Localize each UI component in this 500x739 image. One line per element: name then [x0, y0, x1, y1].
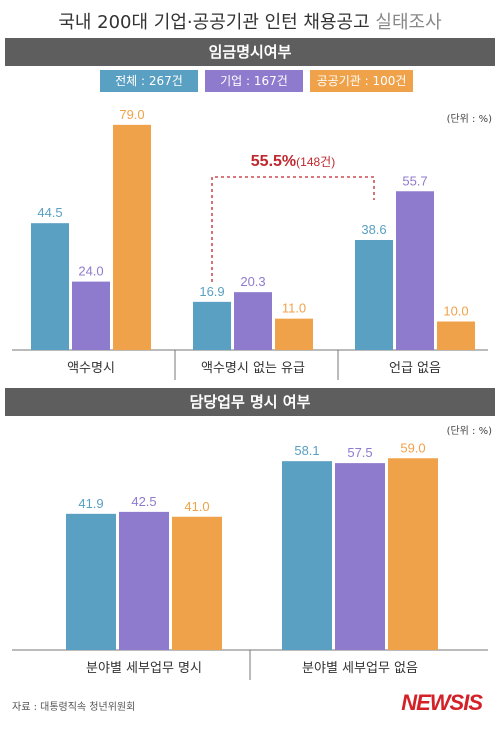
chart2-value-label: 59.0 [400, 440, 425, 455]
chart1-category-label: 언급 없음 [389, 361, 441, 376]
chart1-value-label: 16.9 [199, 284, 224, 299]
chart1-category-label: 액수명시 [67, 361, 115, 376]
chart1-value-label: 44.5 [37, 205, 62, 220]
chart1-value-label: 11.0 [282, 301, 306, 316]
chart2-value-label: 41.0 [184, 499, 209, 514]
chart2-bar [282, 461, 332, 650]
chart1-bar [72, 281, 110, 350]
newsis-logo: NEWSIS [401, 690, 483, 715]
chart1-value-label: 55.7 [402, 173, 427, 188]
chart-title: 국내 200대 기업·공공기관 인턴 채용공고 실태조사 [0, 8, 500, 34]
chart1-bar [437, 321, 475, 350]
chart2-value-label: 42.5 [131, 494, 156, 509]
chart1-bar [234, 292, 272, 350]
chart2-bar [335, 463, 385, 650]
chart2-value-label: 58.1 [294, 443, 319, 458]
chart1-bar [275, 318, 313, 350]
section2-title: 담당업무 명시 여부 [5, 388, 495, 416]
legend-total: 전체 : 267건 [100, 70, 198, 92]
title-main: 국내 200대 기업·공공기관 인턴 채용공고 [58, 12, 370, 33]
annotation-bracket [211, 176, 375, 282]
chart2-bar [388, 458, 438, 650]
chart2-category-label: 분야별 세부업무 없음 [302, 661, 418, 676]
unit-label-2: (단위 : %) [446, 426, 492, 437]
chart1-value-label: 10.0 [443, 304, 468, 319]
legend-public: 공공기관 : 100건 [310, 70, 413, 92]
chart1-value-label: 20.3 [240, 274, 265, 289]
chart1-value-label: 38.6 [361, 222, 386, 237]
chart2-category-label: 분야별 세부업무 명시 [86, 661, 202, 676]
annotation-value: 55.5% [251, 153, 296, 170]
chart2-value-label: 41.9 [78, 496, 103, 511]
section1-title: 임금명시여부 [5, 38, 495, 66]
chart1-bar [193, 301, 231, 350]
source-note: 자료 : 대통령직속 청년위원회 [12, 702, 136, 713]
legend-company: 기업 : 167건 [205, 70, 303, 92]
chart2-bar [119, 511, 169, 650]
annotation-label: 55.5%(148건) [251, 153, 335, 170]
chart1-bar [113, 124, 151, 350]
chart1-value-label: 79.0 [119, 107, 144, 122]
chart1-value-label: 24.0 [78, 264, 103, 279]
chart2-bar [66, 513, 116, 650]
annotation-detail: (148건) [296, 155, 335, 169]
chart1-bar [355, 239, 393, 350]
title-sub: 실태조사 [375, 12, 442, 33]
chart2-value-label: 57.5 [347, 445, 372, 460]
chart2-bar [172, 516, 222, 650]
chart1-category-label: 액수명시 없는 유급 [201, 361, 305, 376]
chart1-bar [31, 223, 69, 350]
unit-label-1: (단위 : %) [446, 114, 492, 125]
chart1-bar [396, 191, 434, 350]
